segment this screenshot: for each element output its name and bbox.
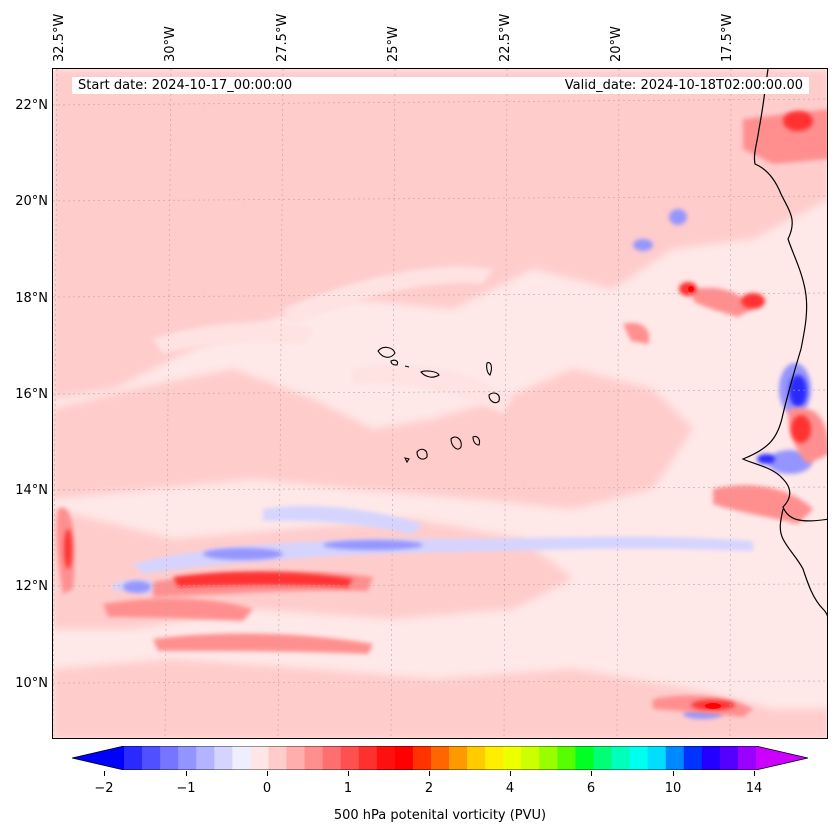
cbar-tick-mark — [591, 771, 592, 776]
colorbar-segment — [322, 746, 342, 770]
lat-label-18n: 18°N — [15, 291, 48, 306]
colorbar-segment — [394, 746, 414, 770]
colorbar-segment — [647, 746, 667, 770]
colorbar-segment — [268, 746, 288, 770]
colorbar-segment — [521, 746, 540, 770]
colorbar-segment — [142, 746, 161, 770]
lat-label-22n: 22°N — [15, 98, 48, 113]
cbar-tick-mark — [673, 771, 674, 776]
colorbar-segment — [430, 746, 450, 770]
colorbar-segment — [124, 746, 143, 770]
cbar-tick-mark — [104, 771, 105, 776]
colorbar-segment — [503, 746, 522, 770]
lon-label-17-5w: 17.5°W — [720, 13, 735, 62]
cbar-tick-label: 0 — [262, 781, 272, 796]
cbar-tick-label: 10 — [664, 781, 682, 796]
cbar-tick-mark — [186, 771, 187, 776]
cbar-tick-label: 1 — [343, 781, 353, 796]
graticule — [53, 69, 827, 738]
colorbar-segment — [701, 746, 721, 770]
colorbar-segment — [358, 746, 378, 770]
colorbar-segment — [376, 746, 396, 770]
colorbar — [72, 746, 808, 770]
colorbar-segment — [557, 746, 576, 770]
coastline-africa — [741, 69, 827, 617]
colorbar-segment — [449, 746, 468, 770]
pv-field-peak-positive — [688, 286, 721, 709]
colorbar-extend-high — [756, 746, 808, 770]
colorbar-segment — [340, 746, 360, 770]
lon-label-30w: 30°W — [163, 26, 178, 62]
colorbar-segment — [629, 746, 649, 770]
lat-label-16n: 16°N — [15, 387, 48, 402]
cbar-tick-mark — [429, 771, 430, 776]
lat-label-20n: 20°N — [15, 194, 48, 209]
colorbar-segment — [467, 746, 486, 770]
pv-field-near-zero — [153, 266, 513, 414]
colorbar-segment — [214, 746, 233, 770]
colorbar-segment — [178, 746, 197, 770]
colorbar-segment — [250, 746, 269, 770]
colorbar-title: 500 hPa potenital vorticity (PVU) — [333, 808, 547, 823]
lat-label-10n: 10°N — [15, 676, 48, 691]
cbar-tick-label: 4 — [505, 781, 515, 796]
colorbar-segment — [485, 746, 504, 770]
cbar-tick-label: 2 — [424, 781, 434, 796]
lon-label-32-5w: 32.5°W — [52, 13, 67, 62]
colorbar-segment — [611, 746, 631, 770]
cbar-tick-label: −1 — [176, 781, 196, 796]
lat-label-12n: 12°N — [15, 579, 48, 594]
colorbar-segment — [539, 746, 558, 770]
colorbar-segment — [737, 746, 757, 770]
cbar-tick-label: 14 — [745, 781, 763, 796]
map-header-box: Start date: 2024-10-17_00:00:00 Valid_da… — [72, 77, 809, 94]
cbar-tick-mark — [267, 771, 268, 776]
cbar-tick-mark — [510, 771, 511, 776]
lon-label-25w: 25°W — [386, 26, 401, 62]
pv-map-panel — [52, 68, 828, 739]
colorbar-segment — [196, 746, 215, 770]
colorbar-segment — [160, 746, 179, 770]
cbar-tick-mark — [348, 771, 349, 776]
cbar-tick-mark — [754, 771, 755, 776]
valid-date-label: Valid_date: 2024-10-18T02:00:00.00 — [564, 78, 803, 93]
colorbar-segment — [304, 746, 324, 770]
lon-label-27-5w: 27.5°W — [275, 13, 290, 62]
pv-contour-field — [53, 69, 827, 738]
colorbar-extend-low — [72, 746, 124, 770]
cbar-tick-label: 6 — [586, 781, 596, 796]
colorbar-segment — [593, 746, 613, 770]
lon-label-20w: 20°W — [609, 26, 624, 62]
colorbar-segment — [286, 746, 306, 770]
pv-field-strong-negative — [757, 375, 807, 464]
cbar-tick-label: −2 — [94, 781, 114, 796]
lat-label-14n: 14°N — [15, 483, 48, 498]
cape-verde-islands — [377, 346, 500, 464]
colorbar-segment — [665, 746, 685, 770]
colorbar-segment — [412, 746, 432, 770]
pv-field-weak-positive — [53, 69, 827, 738]
colorbar-segment — [232, 746, 251, 770]
colorbar-segment — [683, 746, 703, 770]
lon-label-22-5w: 22.5°W — [498, 13, 513, 62]
start-date-label: Start date: 2024-10-17_00:00:00 — [78, 78, 293, 93]
colorbar-segment — [719, 746, 739, 770]
colorbar-segment — [575, 746, 594, 770]
